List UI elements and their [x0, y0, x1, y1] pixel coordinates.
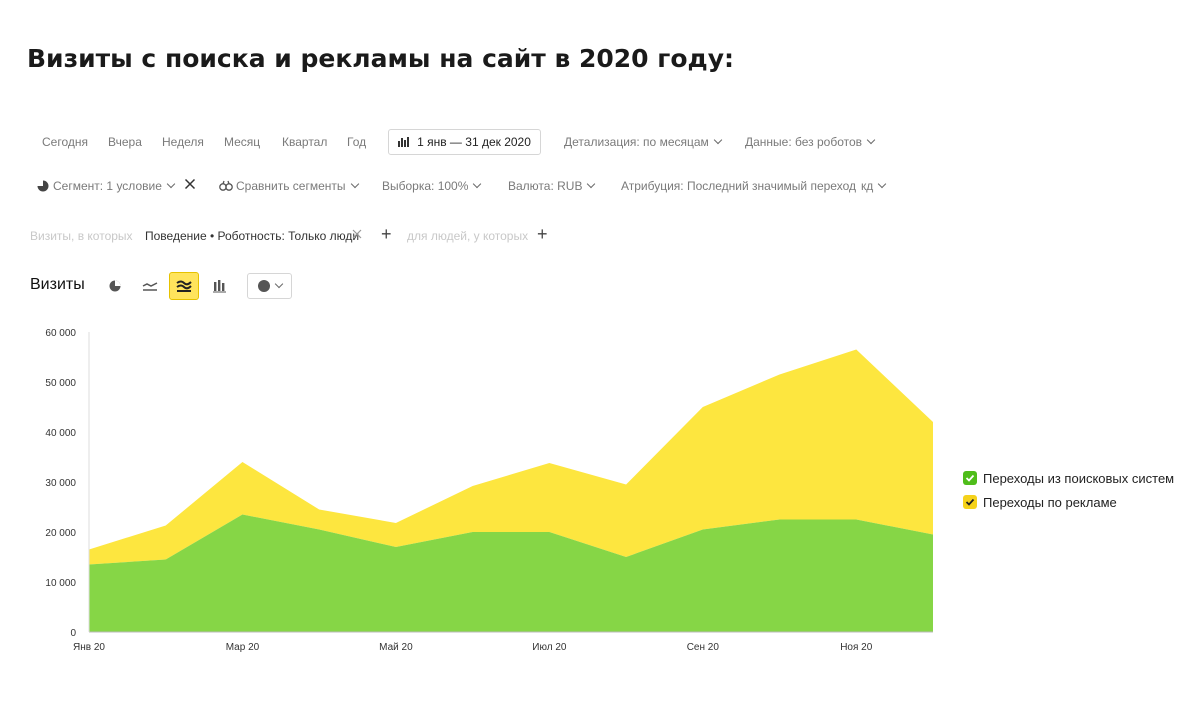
pie-chart-button[interactable]: [100, 272, 130, 300]
compare-segments-dropdown[interactable]: Сравнить сегменты: [219, 179, 359, 193]
calendar-bars-icon: [398, 137, 410, 147]
filter-remove-button[interactable]: [352, 229, 362, 239]
area-chart-button[interactable]: [169, 272, 199, 300]
tab-today-label: Сегодня: [42, 135, 88, 149]
sample-dropdown[interactable]: Выборка: 100%: [382, 179, 482, 193]
currency-label: Валюта: RUB: [508, 179, 583, 193]
tab-month[interactable]: Месяц: [224, 135, 260, 149]
tab-month-label: Месяц: [224, 135, 261, 149]
line-chart-icon: [142, 282, 158, 291]
tab-week[interactable]: Неделя: [162, 135, 204, 149]
segment-label: Сегмент: 1 условие: [53, 179, 162, 193]
x-tick-label: Мар 20: [226, 642, 260, 653]
filter-prefix: Визиты, в которых: [30, 229, 133, 243]
bar-chart-button[interactable]: [205, 272, 235, 300]
x-tick-label: Янв 20: [73, 642, 105, 653]
detalization-label: Детализация: по месяцам: [564, 135, 709, 149]
series-search-area: [89, 514, 933, 632]
data-filter-dropdown[interactable]: Данные: без роботов: [745, 135, 876, 149]
color-dot-icon: [257, 280, 270, 292]
segment-dropdown[interactable]: Сегмент: 1 условие: [37, 179, 176, 193]
add-people-filter-button[interactable]: +: [537, 224, 548, 244]
data-filter-label: Данные: без роботов: [745, 135, 863, 149]
legend-item-search[interactable]: Переходы из поисковых систем: [963, 466, 1174, 490]
color-scheme-dropdown[interactable]: [247, 273, 292, 299]
x-tick-label: Ноя 20: [840, 642, 873, 653]
page-title: Визиты с поиска и рекламы на сайт в 2020…: [27, 44, 735, 73]
y-tick-label: 20 000: [45, 528, 76, 539]
tab-week-label: Неделя: [162, 135, 204, 149]
tab-year-label: Год: [347, 135, 367, 149]
x-tick-label: Май 20: [379, 642, 413, 653]
checkbox-checked-icon: [963, 495, 977, 509]
close-icon: [184, 178, 196, 190]
tab-yesterday-label: Вчера: [108, 135, 142, 149]
compare-icon: [219, 180, 233, 191]
date-range-button[interactable]: 1 янв — 31 дек 2020: [388, 129, 541, 155]
series-ads-area: [89, 349, 933, 565]
date-range-label: 1 янв — 31 дек 2020: [417, 135, 531, 149]
pie-chart-icon: [109, 280, 121, 292]
filter-condition[interactable]: Поведение • Роботность: Только люди: [145, 229, 360, 243]
attribution-label: Атрибуция: Последний значимый переход: [621, 179, 856, 193]
filter-people: для людей, у которых: [407, 229, 529, 243]
tab-year[interactable]: Год: [347, 135, 366, 149]
segment-pie-icon: [37, 180, 49, 192]
chart-heading: Визиты: [30, 276, 85, 293]
tab-quarter[interactable]: Квартал: [282, 135, 327, 149]
tab-yesterday[interactable]: Вчера: [108, 135, 142, 149]
attribution-extra: кд: [860, 179, 874, 193]
area-chart-icon: [176, 280, 192, 292]
sample-label: Выборка: 100%: [382, 179, 469, 193]
chart-legend: Переходы из поисковых систем Переходы по…: [963, 466, 1174, 514]
line-chart-button[interactable]: [135, 272, 165, 300]
tab-today[interactable]: Сегодня: [42, 135, 88, 149]
y-tick-label: 50 000: [45, 378, 76, 389]
y-tick-label: 60 000: [45, 328, 76, 339]
checkbox-checked-icon: [963, 471, 977, 485]
y-tick-label: 30 000: [45, 478, 76, 489]
y-tick-label: 40 000: [45, 428, 76, 439]
legend-label-ads: Переходы по рекламе: [983, 494, 1117, 510]
x-tick-label: Июл 20: [532, 642, 567, 653]
add-visit-filter-button[interactable]: +: [381, 224, 392, 244]
y-tick-label: 0: [70, 628, 76, 639]
detalization-dropdown[interactable]: Детализация: по месяцам: [564, 135, 723, 149]
segment-clear-button[interactable]: [184, 178, 196, 190]
close-icon: [352, 229, 362, 239]
legend-label-search: Переходы из поисковых систем: [983, 470, 1175, 486]
currency-dropdown[interactable]: Валюта: RUB: [508, 179, 596, 193]
tab-quarter-label: Квартал: [282, 135, 328, 149]
attribution-dropdown[interactable]: Атрибуция: Последний значимый переход кд: [621, 179, 887, 193]
bar-chart-icon: [213, 280, 226, 293]
compare-segments-label: Сравнить сегменты: [236, 179, 346, 193]
legend-item-ads[interactable]: Переходы по рекламе: [963, 490, 1174, 514]
x-tick-label: Сен 20: [687, 642, 720, 653]
y-tick-label: 10 000: [45, 578, 76, 589]
